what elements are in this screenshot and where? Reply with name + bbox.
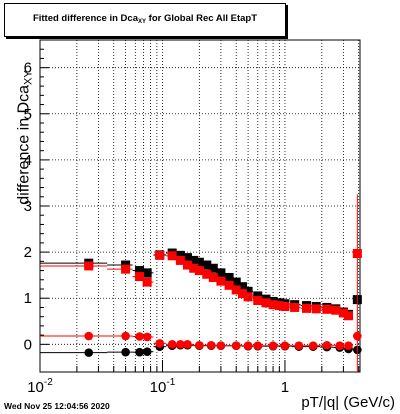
data-point-circle xyxy=(322,340,332,350)
data-point-circle xyxy=(253,341,263,351)
data-point-circle xyxy=(268,341,278,351)
data-point-square xyxy=(268,300,278,310)
data-point-square xyxy=(142,277,152,287)
data-point-circle xyxy=(167,340,177,349)
data-point-square xyxy=(202,269,212,279)
data-point-circle xyxy=(280,341,290,351)
data-point-square xyxy=(280,302,290,312)
data-point-square xyxy=(182,253,192,263)
data-point-circle xyxy=(155,339,165,348)
data-point-circle xyxy=(121,331,130,341)
data-point-square xyxy=(135,272,145,282)
data-point-square xyxy=(261,298,271,308)
x-tick-label: 10-1 xyxy=(150,377,176,396)
data-point-square xyxy=(135,266,145,276)
data-point-circle xyxy=(243,341,253,351)
x-tick-label: 10-2 xyxy=(27,377,53,396)
data-point-circle xyxy=(335,341,345,351)
data-point-square xyxy=(167,251,177,261)
data-point-circle xyxy=(121,347,130,357)
data-point-square xyxy=(216,268,226,278)
data-point-square xyxy=(155,250,165,260)
data-point-circle xyxy=(308,341,318,351)
y-tick-label: 1 xyxy=(24,290,32,307)
data-point-square xyxy=(182,260,192,270)
data-point-square xyxy=(231,285,241,295)
data-point-circle xyxy=(142,347,152,357)
data-point-square xyxy=(302,303,312,313)
data-point-circle xyxy=(294,341,304,351)
data-point-square xyxy=(224,280,234,290)
y-tick-label: 5 xyxy=(24,106,32,123)
data-point-square xyxy=(194,257,204,267)
data-point-square xyxy=(175,255,185,265)
data-point-square xyxy=(331,305,341,315)
data-point-circle xyxy=(135,347,144,357)
data-point-square xyxy=(237,289,247,299)
data-point-square xyxy=(224,272,234,282)
data-point-square xyxy=(253,296,263,306)
data-point-square xyxy=(311,304,321,314)
data-point-square xyxy=(274,301,284,311)
data-point-circle xyxy=(344,341,353,351)
data-point-circle xyxy=(216,341,226,351)
y-tick-label: 3 xyxy=(24,198,32,215)
data-point-square xyxy=(290,302,300,312)
y-axis-label: difference in DcaXY xyxy=(15,70,35,205)
data-point-square xyxy=(243,286,253,296)
data-point-square xyxy=(194,266,204,276)
data-point-square xyxy=(84,261,94,271)
data-point-circle xyxy=(195,340,204,350)
title-box: Fitted difference in DcaXY for Global Re… xyxy=(4,3,286,37)
data-point-square xyxy=(216,276,226,286)
data-point-square xyxy=(208,263,218,273)
data-point-square xyxy=(231,277,241,287)
data-point-circle xyxy=(142,332,152,342)
data-point-square xyxy=(343,311,353,321)
data-point-square xyxy=(243,292,253,302)
data-point-square xyxy=(189,263,199,273)
data-point-square xyxy=(237,282,247,292)
data-point-circle xyxy=(176,340,185,349)
y-tick-label: 4 xyxy=(24,152,32,169)
data-point-circle xyxy=(84,348,94,357)
x-tick-label: 1 xyxy=(281,379,289,396)
y-tick-label: 0 xyxy=(24,336,32,353)
y-tick-label: 2 xyxy=(24,244,32,261)
data-point-circle xyxy=(183,340,192,349)
data-point-square xyxy=(189,255,199,265)
data-point-circle xyxy=(84,331,94,341)
data-point-square xyxy=(338,308,348,318)
x-axis-label: pT/|q| (GeV/c) xyxy=(301,394,395,411)
data-point-circle xyxy=(135,332,144,341)
data-point-square xyxy=(175,250,185,260)
data-point-square xyxy=(253,291,263,301)
data-point-circle xyxy=(231,341,241,351)
data-point-square xyxy=(121,264,131,274)
data-point-circle xyxy=(206,340,216,350)
data-point-square xyxy=(322,304,332,314)
y-tick-label: 6 xyxy=(24,60,32,77)
data-point-square xyxy=(142,268,152,278)
timestamp: Wed Nov 25 12:04:56 2020 xyxy=(4,401,110,411)
data-point-square xyxy=(208,272,218,282)
data-point-square xyxy=(202,260,212,270)
chart-title: Fitted difference in DcaXY for Global Re… xyxy=(32,13,258,25)
